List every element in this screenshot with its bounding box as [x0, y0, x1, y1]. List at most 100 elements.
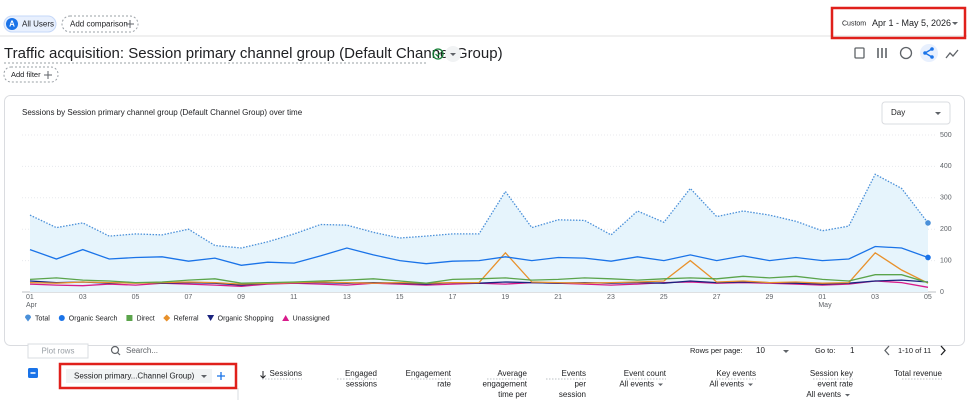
y-tick-label: 400 — [940, 163, 952, 170]
column-header: Key events — [716, 369, 756, 378]
y-tick-label: 300 — [940, 195, 952, 202]
column-header: Event count — [624, 369, 667, 378]
chart-title: Sessions by Session primary channel grou… — [22, 108, 303, 117]
x-tick-label: 19 — [501, 294, 509, 301]
insights-icon[interactable] — [899, 46, 913, 60]
add-filter-label: Add filter — [11, 70, 41, 79]
series-line — [29, 251, 929, 285]
series-line — [29, 245, 929, 266]
x-tick-label: 29 — [766, 294, 774, 301]
legend-marker — [282, 315, 290, 321]
x-tick-label: 01 — [818, 294, 826, 301]
dropdown-arrow — [783, 350, 789, 353]
rows-per-page[interactable]: 10 — [756, 346, 765, 355]
add-comparison[interactable] — [61, 15, 139, 33]
end-point — [925, 220, 931, 226]
dropdown-arrow — [748, 383, 753, 386]
area — [30, 174, 928, 292]
sort-arrow — [260, 371, 266, 379]
dropdown-arrow — [450, 53, 456, 56]
x-tick-label: 03 — [871, 294, 879, 301]
dropdown-arrow — [201, 375, 207, 378]
compare-icon[interactable] — [877, 48, 887, 58]
x-tick-label: 27 — [713, 294, 721, 301]
plot-rows-button[interactable] — [27, 343, 89, 359]
rows-per-page-label: Rows per page: — [690, 346, 743, 355]
column-filter[interactable]: All events — [806, 390, 841, 399]
add-comparison-label: Add comparison — [70, 20, 128, 29]
table-columns: Sessions Engaged sessions Engagement rate Ave… — [262, 369, 943, 399]
x-tick-label: 07 — [184, 294, 192, 301]
column-header: session — [559, 390, 586, 399]
dot — [930, 47, 934, 51]
y-tick-label: 500 — [940, 132, 952, 139]
series-line — [29, 274, 929, 284]
plot-rows: Plot rows — [42, 347, 75, 356]
pagination: 1-10 of 11 — [898, 346, 931, 355]
search-icon — [110, 345, 120, 355]
legend-label: Direct — [136, 315, 154, 322]
granularity: Day — [891, 108, 905, 117]
y-tick-label: 0 — [940, 289, 944, 296]
trend-icon[interactable] — [945, 49, 959, 59]
x-tick-label: 01 — [26, 294, 34, 301]
column-header: Engagement — [406, 369, 452, 378]
date-range[interactable]: Apr 1 - May 5, 2026 — [872, 18, 951, 28]
end-point — [925, 254, 931, 261]
x-tick-label: 05 — [924, 294, 932, 301]
series-line — [29, 173, 929, 249]
add-filter[interactable] — [3, 66, 59, 83]
legend-marker — [126, 315, 133, 321]
granularity-select[interactable] — [881, 101, 951, 125]
go-to[interactable]: 1 — [850, 346, 855, 355]
legend-label: Organic Shopping — [218, 315, 274, 322]
dimension: Session primary...Channel Group) — [74, 372, 195, 381]
go-to-label: Go to: — [815, 346, 835, 355]
dimension-select[interactable] — [66, 369, 212, 383]
x-tick-label: 17 — [449, 294, 457, 301]
dropdown-arrow — [845, 394, 850, 397]
share-icon[interactable] — [854, 47, 865, 59]
search-input[interactable]: Search... — [126, 346, 158, 355]
column-filter[interactable]: All events — [619, 380, 654, 389]
legend-label: Referral — [174, 315, 199, 322]
legend-marker — [25, 314, 31, 322]
dot — [923, 51, 927, 55]
y-tick-label: 200 — [940, 226, 952, 233]
share-button[interactable] — [920, 44, 938, 62]
legend-marker — [207, 315, 215, 321]
prev-page[interactable] — [884, 345, 890, 356]
x-tick-label: 15 — [396, 294, 404, 301]
x-tick-label: 25 — [660, 294, 668, 301]
column-header: per — [574, 380, 586, 389]
column-header: Sessions — [270, 369, 302, 378]
highlight-box — [830, 6, 967, 40]
date-range-label: Custom — [842, 20, 866, 27]
x-tick-label: 11 — [290, 294, 297, 301]
next-page[interactable] — [940, 345, 946, 356]
dropdown-arrow — [952, 22, 958, 25]
verified-icon — [432, 48, 444, 60]
x-tick-label: 23 — [607, 294, 615, 301]
search-icon-handle — [117, 352, 121, 356]
column-filter[interactable]: All events — [709, 380, 744, 389]
column-header: engagement — [483, 380, 528, 389]
plus-icon — [126, 20, 134, 28]
segment-badge — [6, 18, 18, 30]
x-tick-label: 05 — [132, 294, 140, 301]
segment-chip[interactable] — [3, 15, 57, 33]
column-header: time per — [498, 390, 527, 399]
legend-label: Organic Search — [69, 315, 118, 322]
x-tick-label: 21 — [554, 294, 562, 301]
column-header: Session key — [810, 369, 853, 378]
x-tick-label: 03 — [79, 294, 87, 301]
add-dimension[interactable] — [217, 372, 225, 380]
legend-label: Total — [35, 315, 50, 322]
legend-marker — [163, 314, 171, 322]
segment-label: All Users — [22, 20, 54, 29]
dropdown-arrow — [935, 112, 941, 115]
x-tick-label: 09 — [237, 294, 245, 301]
